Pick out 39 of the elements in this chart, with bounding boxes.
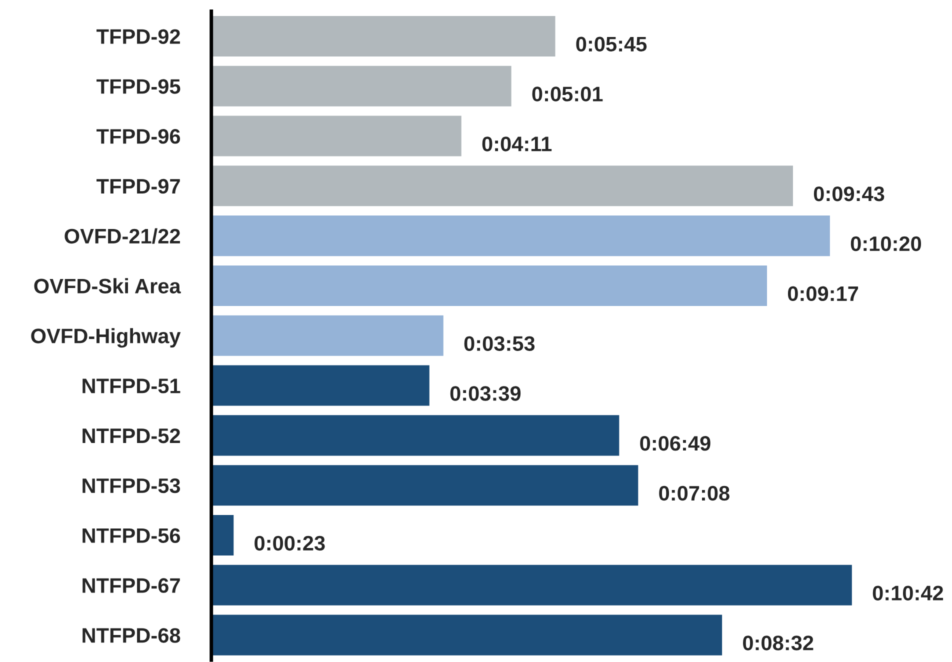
y-tick-label: TFPD-92: [96, 29, 180, 44]
y-tick-label: TFPD-95: [96, 79, 180, 94]
y-tick-label: OVFD-21/22: [64, 228, 180, 244]
data-label: 0:06:49: [640, 436, 710, 451]
data-label: 0:09:43: [814, 186, 884, 202]
y-tick-label: NTFPD-68: [82, 628, 180, 643]
y-tick-label: NTFPD-67: [82, 578, 180, 593]
bar: [211, 613, 724, 657]
data-label: 0:05:45: [576, 36, 647, 52]
data-label: 0:04:11: [482, 136, 552, 152]
bar: [211, 264, 768, 308]
bar: [211, 64, 513, 108]
y-tick-label: NTFPD-53: [82, 478, 180, 494]
bar: [211, 214, 832, 258]
data-label: 0:05:01: [532, 86, 603, 102]
data-label: 0:03:39: [450, 386, 521, 401]
y-tick-label: NTFPD-52: [82, 428, 180, 444]
data-label: 0:07:08: [659, 486, 730, 501]
y-tick-label: OVFD-Highway: [31, 328, 181, 348]
bar: [211, 164, 794, 208]
y-tick-label: NTFPD-51: [82, 378, 180, 394]
data-label: 0:10:42: [872, 586, 944, 600]
bar: [211, 314, 445, 358]
data-label: 0:09:17: [788, 286, 858, 302]
y-tick-label: OVFD-Ski Area: [34, 278, 181, 294]
data-label: 0:00:23: [254, 536, 325, 551]
bar: [211, 364, 431, 408]
y-tick-label: TFPD-96: [96, 129, 180, 144]
bar: [211, 114, 463, 158]
data-label: 0:10:20: [850, 236, 922, 252]
bar: [211, 14, 557, 58]
bar: [211, 514, 236, 557]
data-label: 0:08:32: [743, 636, 814, 650]
bar: [211, 564, 854, 607]
y-tick-label: TFPD-97: [96, 178, 180, 194]
bar: [211, 414, 621, 458]
bar: [211, 464, 640, 508]
y-tick-label: NTFPD-56: [82, 528, 180, 544]
data-label: 0:03:53: [464, 336, 535, 351]
